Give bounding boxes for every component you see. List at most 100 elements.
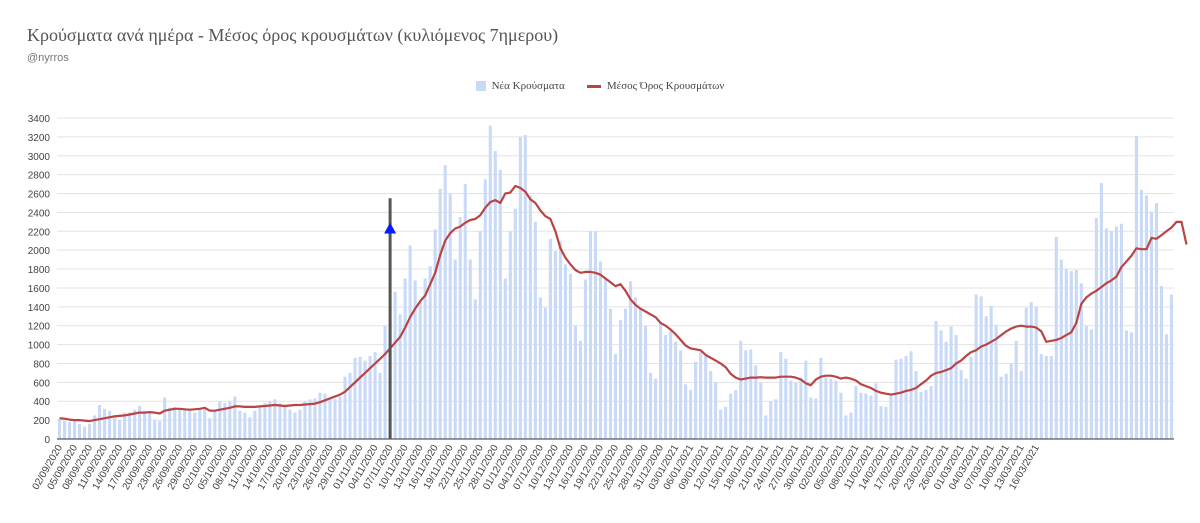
bar-series: [57, 125, 1174, 440]
bar-new-cases: [1124, 330, 1128, 439]
bar-new-cases: [593, 231, 598, 439]
bar-new-cases: [213, 410, 217, 439]
legend-label-moving-average: Μέσος Όρος Κρουσμάτων: [606, 80, 725, 92]
bar-new-cases: [558, 240, 562, 439]
bar-new-cases: [278, 403, 282, 439]
bar-new-cases: [939, 330, 943, 439]
y-tick-label: 600: [33, 378, 50, 389]
bar-new-cases: [228, 401, 232, 439]
bar-new-cases: [383, 325, 387, 439]
bar-new-cases: [248, 417, 252, 439]
y-tick-label: 2000: [28, 246, 51, 257]
bar-new-cases: [719, 409, 723, 439]
bar-new-cases: [664, 335, 668, 439]
bar-new-cases: [138, 405, 142, 439]
bar-new-cases: [989, 305, 993, 439]
bar-new-cases: [328, 397, 332, 439]
bar-new-cases: [894, 359, 898, 439]
bar-new-cases: [674, 341, 678, 439]
bar-new-cases: [198, 409, 202, 439]
legend-label-new-cases: Νέα Κρούσματα: [491, 80, 565, 92]
moving-average-line: [59, 184, 1188, 423]
bar-new-cases: [633, 297, 638, 439]
bar-new-cases: [373, 352, 377, 439]
y-tick-label: 1800: [28, 265, 51, 276]
bar-new-cases: [473, 299, 477, 439]
y-tick-label: 200: [33, 416, 50, 427]
bar-new-cases: [98, 405, 102, 439]
bar-new-cases: [699, 352, 703, 439]
bar-new-cases: [1164, 334, 1169, 439]
y-tick-label: 1000: [28, 341, 51, 352]
y-tick-label: 400: [33, 397, 50, 408]
bar-new-cases: [684, 384, 688, 439]
bar-new-cases: [348, 372, 352, 439]
bar-new-cases: [573, 325, 577, 439]
bar-new-cases: [628, 281, 633, 439]
bar-new-cases: [503, 278, 507, 439]
bar-new-cases: [1169, 294, 1174, 439]
bar-new-cases: [93, 415, 97, 439]
bar-new-cases: [118, 420, 122, 439]
bar-new-cases: [954, 335, 958, 439]
bar-new-cases: [263, 403, 267, 439]
bar-new-cases: [528, 195, 532, 439]
bar-new-cases: [608, 308, 613, 439]
bar-new-cases: [744, 350, 748, 439]
bar-new-cases: [378, 372, 382, 439]
bar-new-cases: [769, 401, 773, 439]
bar-new-cases: [578, 340, 582, 439]
bar-new-cases: [583, 279, 587, 439]
legend-item-new-cases[interactable]: Νέα Κρούσματα: [475, 80, 565, 92]
chart-legend: Νέα Κρούσματα Μέσος Όρος Κρουσμάτων: [0, 80, 1200, 92]
bar-new-cases: [984, 316, 988, 439]
bar-new-cases: [849, 412, 853, 439]
bar-new-cases: [999, 376, 1003, 439]
y-tick-label: 0: [44, 435, 50, 446]
y-tick-label: 1200: [28, 322, 51, 333]
bar-new-cases: [1109, 231, 1113, 439]
bar-new-cases: [168, 407, 172, 439]
bar-new-cases: [1159, 286, 1164, 439]
bar-new-cases: [844, 415, 848, 439]
legend-item-moving-average[interactable]: Μέσος Όρος Κρουσμάτων: [586, 80, 725, 92]
bar-new-cases: [709, 371, 713, 439]
bar-new-cases: [764, 415, 768, 439]
bar-new-cases: [949, 326, 953, 439]
bar-new-cases: [739, 340, 743, 439]
bar-new-cases: [694, 361, 698, 439]
bar-new-cases: [824, 377, 828, 439]
bar-new-cases: [1014, 340, 1018, 439]
bar-new-cases: [483, 179, 487, 439]
bar-new-cases: [1114, 226, 1118, 439]
bar-new-cases: [358, 356, 362, 439]
bar-new-cases: [143, 410, 147, 439]
bar-new-cases: [268, 401, 272, 439]
bar-new-cases: [173, 406, 177, 439]
bar-new-cases: [724, 406, 728, 439]
bar-new-cases: [774, 399, 778, 439]
bar-new-cases: [488, 125, 492, 439]
bar-new-cases: [448, 193, 452, 439]
legend-line-swatch: [586, 84, 601, 88]
bar-new-cases: [829, 378, 833, 439]
bar-new-cases: [759, 382, 763, 439]
bar-new-cases: [223, 403, 227, 439]
bar-new-cases: [618, 320, 623, 439]
bar-new-cases: [889, 395, 893, 439]
bar-new-cases: [368, 355, 372, 439]
bar-new-cases: [533, 221, 537, 439]
legend-bar-swatch: [475, 81, 486, 91]
bar-new-cases: [899, 358, 903, 439]
y-tick-label: 3000: [28, 152, 51, 163]
bar-new-cases: [1019, 371, 1023, 439]
bar-new-cases: [1149, 211, 1154, 439]
bar-new-cases: [874, 383, 878, 439]
bar-new-cases: [543, 307, 547, 439]
bar-new-cases: [1039, 354, 1043, 439]
bar-new-cases: [654, 378, 658, 439]
bar-new-cases: [458, 217, 462, 439]
bar-new-cases: [588, 231, 593, 439]
chart-title: Κρούσματα ανά ημέρα - Μέσος όρος κρουσμά…: [27, 25, 559, 45]
bar-new-cases: [183, 409, 187, 439]
